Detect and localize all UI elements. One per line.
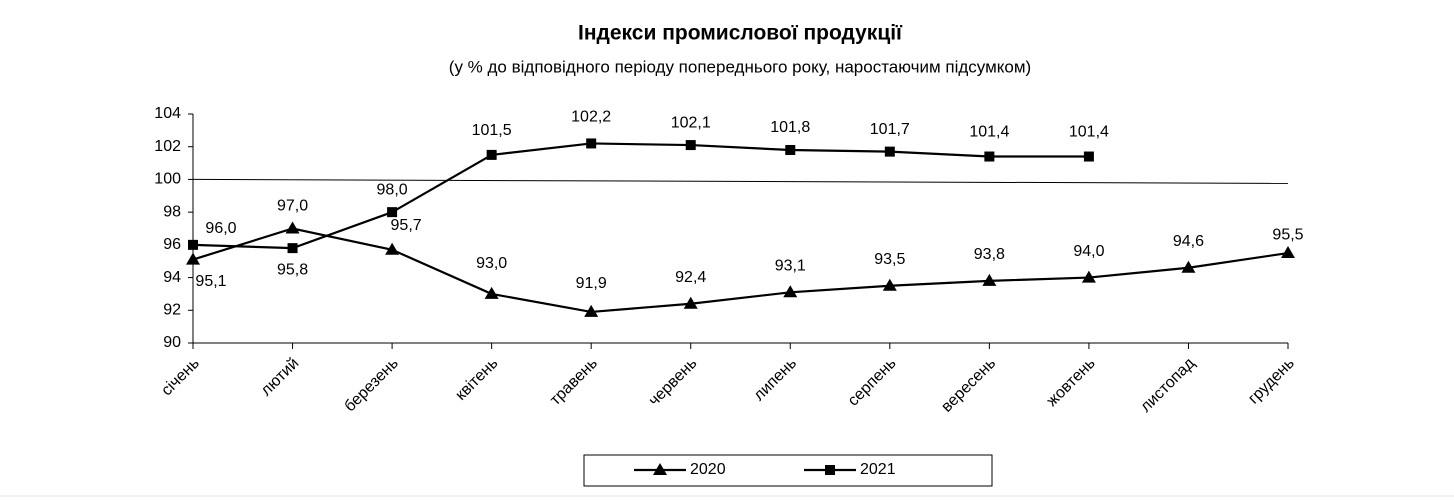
data-label: 101,4 bbox=[969, 124, 1009, 141]
point bbox=[783, 285, 798, 298]
y-tick-label: 98 bbox=[163, 203, 181, 220]
legend-label: 2020 bbox=[690, 461, 726, 478]
y-tick-label: 100 bbox=[154, 171, 181, 188]
data-label: 102,1 bbox=[671, 114, 711, 131]
y-tick-label: 102 bbox=[154, 138, 181, 155]
point bbox=[1081, 270, 1096, 283]
data-label: 98,0 bbox=[377, 181, 408, 198]
point bbox=[982, 273, 997, 286]
point bbox=[1181, 260, 1196, 273]
data-label: 95,8 bbox=[277, 261, 308, 278]
data-label: 93,0 bbox=[476, 255, 507, 272]
point bbox=[882, 278, 897, 291]
data-label: 94,6 bbox=[1173, 233, 1204, 250]
data-label: 91,9 bbox=[576, 275, 607, 292]
point bbox=[186, 252, 200, 265]
data-label: 95,7 bbox=[391, 217, 422, 234]
series-line bbox=[192, 142, 1089, 250]
point bbox=[584, 304, 599, 317]
data-label: 102,2 bbox=[571, 109, 611, 126]
point bbox=[1281, 246, 1295, 259]
point bbox=[586, 138, 597, 149]
point bbox=[486, 149, 497, 160]
legend-box bbox=[583, 454, 993, 487]
legend-label: 2021 bbox=[860, 461, 896, 478]
data-label: 93,5 bbox=[874, 251, 905, 268]
chart-title: Індекси промислової продукції bbox=[578, 22, 903, 45]
data-label: 94,0 bbox=[1073, 243, 1104, 260]
point bbox=[387, 207, 398, 218]
y-tick-label: 90 bbox=[163, 334, 181, 351]
data-label: 93,8 bbox=[974, 246, 1005, 263]
data-label: 95,5 bbox=[1272, 226, 1303, 243]
chart-subtitle: (у % до відповідного періоду попередньог… bbox=[449, 57, 1031, 76]
point bbox=[825, 465, 835, 475]
point bbox=[884, 146, 895, 157]
data-label: 101,5 bbox=[472, 122, 512, 139]
y-tick-label: 92 bbox=[163, 302, 181, 319]
reference-line bbox=[192, 178, 1289, 184]
data-label: 96,0 bbox=[205, 220, 236, 237]
data-label: 92,4 bbox=[675, 269, 706, 286]
data-label: 93,1 bbox=[775, 258, 806, 275]
data-label: 97,0 bbox=[277, 198, 308, 215]
data-label: 101,7 bbox=[870, 121, 910, 138]
point bbox=[984, 151, 995, 162]
point bbox=[188, 239, 198, 250]
point bbox=[385, 242, 400, 255]
data-label: 101,4 bbox=[1069, 124, 1109, 141]
y-tick-label: 94 bbox=[163, 269, 181, 286]
point bbox=[785, 144, 796, 155]
point bbox=[685, 140, 696, 151]
data-label: 101,8 bbox=[770, 119, 810, 136]
series-line bbox=[192, 227, 1289, 314]
y-tick-label: 104 bbox=[154, 105, 181, 122]
point bbox=[653, 463, 667, 475]
point bbox=[484, 286, 499, 299]
point bbox=[285, 221, 300, 234]
point bbox=[683, 296, 698, 309]
point bbox=[1083, 151, 1094, 162]
data-label: 95,1 bbox=[195, 273, 226, 290]
y-tick-label: 96 bbox=[163, 236, 181, 253]
point bbox=[287, 243, 298, 254]
